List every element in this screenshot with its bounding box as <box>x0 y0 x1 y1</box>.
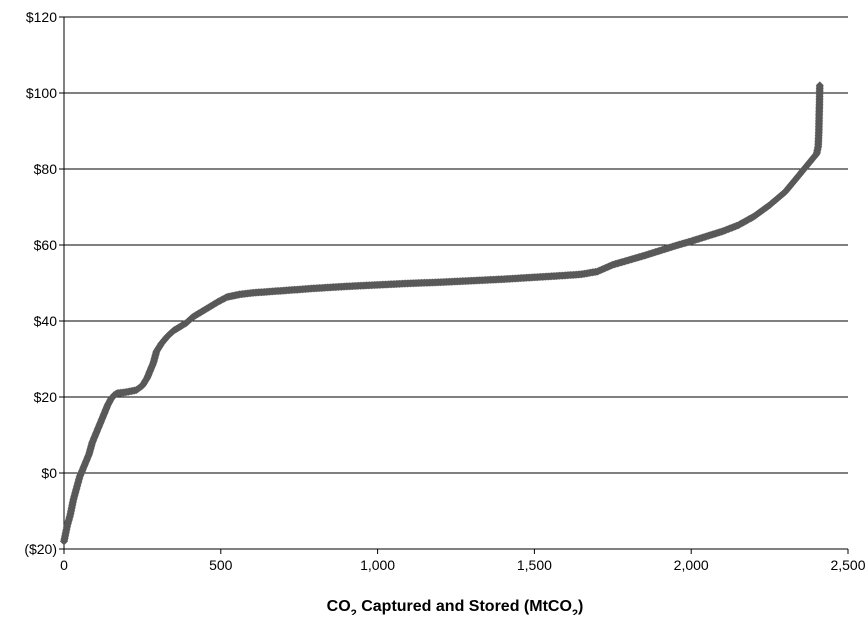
axes <box>59 16 849 554</box>
y-tick-label-2: $20 <box>34 389 58 405</box>
y-tick-label-4: $60 <box>34 237 58 253</box>
y-tick-label-5: $80 <box>34 161 58 177</box>
x-tick-labels: 0 500 1,000 1,500 2,000 2,500 <box>60 557 866 573</box>
x-tick-label-1: 500 <box>209 557 233 573</box>
y-tick-label-7: $120 <box>26 9 57 25</box>
y-tick-labels: ($20) $0 $20 $40 $60 $80 $100 $120 <box>24 9 57 557</box>
gridlines <box>64 16 848 474</box>
data-points <box>60 81 824 546</box>
y-tick-label-3: $40 <box>34 313 58 329</box>
y-tick-label-0: ($20) <box>24 541 57 557</box>
x-tick-label-4: 2,000 <box>674 557 709 573</box>
x-axis-title: CO2 Captured and Stored (MtCO2) <box>327 598 584 615</box>
x-tick-label-5: 2,500 <box>830 557 865 573</box>
data-point-669 <box>815 81 824 90</box>
x-tick-label-3: 1,500 <box>517 557 552 573</box>
y-tick-label-1: $0 <box>41 465 57 481</box>
x-tick-label-0: 0 <box>60 557 68 573</box>
x-tick-label-2: 1,000 <box>360 557 395 573</box>
y-tick-label-6: $100 <box>26 85 57 101</box>
